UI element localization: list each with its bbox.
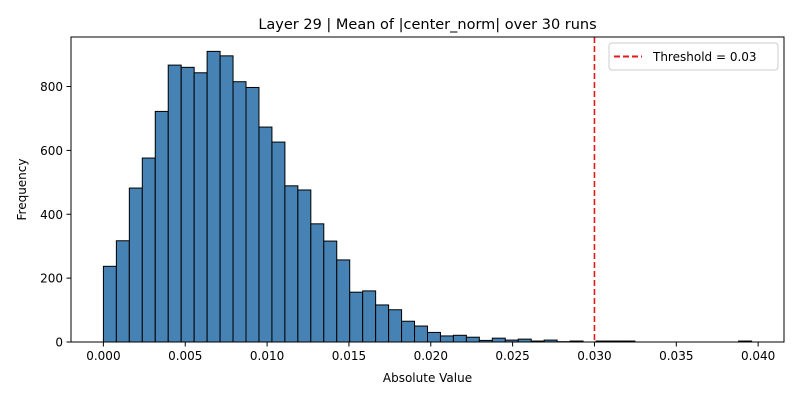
histogram-bar — [336, 259, 351, 343]
y-tick-label: 400 — [40, 208, 63, 222]
legend-box — [608, 42, 779, 71]
y-axis-label: Frequency — [15, 159, 29, 221]
y-tick-label: 0 — [55, 336, 63, 350]
y-tick-label: 600 — [40, 144, 63, 158]
histogram-bar — [206, 50, 221, 343]
x-tick-label: 0.015 — [332, 349, 366, 363]
histogram-bar — [349, 291, 364, 343]
histogram-bar — [284, 185, 299, 343]
x-tick-label: 0.020 — [414, 349, 448, 363]
histogram-bar — [362, 290, 377, 343]
histogram-bar — [245, 86, 260, 343]
histogram-bar — [258, 126, 273, 343]
y-tick-label: 200 — [40, 272, 63, 286]
legend: Threshold = 0.03 — [608, 42, 779, 71]
x-axis: 0.000 0.005 0.010 0.015 0.020 0.025 0.030 0.035… — [86, 342, 775, 363]
histogram-bar — [375, 304, 390, 343]
histogram-bar — [180, 66, 195, 343]
histogram-bar — [323, 240, 338, 343]
x-tick-label: 0.005 — [168, 349, 202, 363]
y-tick-label: 800 — [40, 80, 63, 94]
histogram-bar — [401, 320, 416, 343]
histogram-bar — [491, 337, 506, 343]
histogram-bar — [193, 72, 208, 343]
x-axis-label: Absolute Value — [383, 371, 472, 385]
x-tick-label: 0.010 — [250, 349, 284, 363]
x-tick-label: 0.000 — [86, 349, 120, 363]
bars-group — [102, 50, 753, 343]
histogram-bar — [154, 110, 169, 343]
histogram-bar — [465, 336, 480, 343]
histogram-bar — [297, 189, 312, 343]
x-tick-label: 0.030 — [577, 349, 611, 363]
y-axis: 0 200 400 600 800 — [40, 80, 71, 350]
histogram-bar — [115, 240, 130, 343]
histogram-bar — [439, 335, 454, 343]
x-tick-label: 0.035 — [659, 349, 693, 363]
histogram-bar — [414, 325, 429, 343]
plot-frame — [70, 36, 785, 343]
histogram-bar — [102, 265, 117, 343]
x-tick-label: 0.025 — [495, 349, 529, 363]
histogram-bar — [427, 331, 441, 343]
histogram-bar — [141, 157, 156, 343]
histogram-bar — [271, 141, 286, 343]
histogram-bar — [167, 64, 182, 343]
legend-threshold-label: Threshold = 0.03 — [652, 50, 757, 64]
x-tick-label: 0.040 — [741, 349, 775, 363]
histogram-bar — [219, 55, 234, 343]
chart-title: Layer 29 | Mean of |center_norm| over 30… — [258, 17, 596, 33]
histogram-bar — [452, 334, 467, 343]
histogram-bar — [232, 81, 247, 343]
histogram-bar — [310, 223, 325, 343]
histogram-bar — [128, 187, 143, 343]
histogram-bar — [388, 309, 403, 343]
